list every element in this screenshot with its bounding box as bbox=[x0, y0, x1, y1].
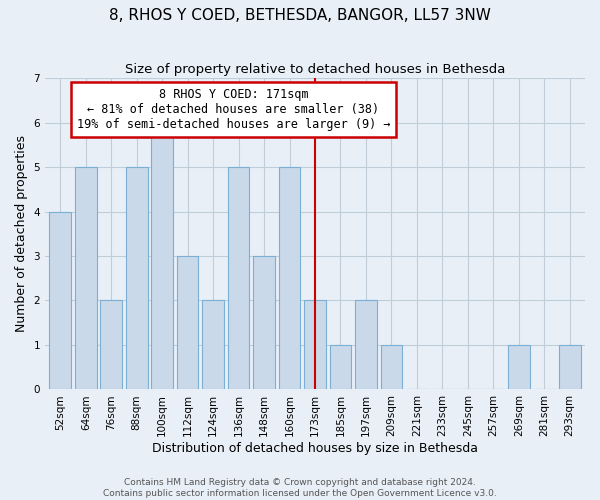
Bar bbox=[177, 256, 199, 390]
Y-axis label: Number of detached properties: Number of detached properties bbox=[15, 136, 28, 332]
Bar bbox=[355, 300, 377, 390]
Bar bbox=[202, 300, 224, 390]
Bar bbox=[126, 167, 148, 390]
Bar bbox=[279, 167, 301, 390]
X-axis label: Distribution of detached houses by size in Bethesda: Distribution of detached houses by size … bbox=[152, 442, 478, 455]
Bar bbox=[508, 345, 530, 390]
Text: Contains HM Land Registry data © Crown copyright and database right 2024.
Contai: Contains HM Land Registry data © Crown c… bbox=[103, 478, 497, 498]
Bar bbox=[329, 345, 352, 390]
Text: 8, RHOS Y COED, BETHESDA, BANGOR, LL57 3NW: 8, RHOS Y COED, BETHESDA, BANGOR, LL57 3… bbox=[109, 8, 491, 22]
Bar bbox=[100, 300, 122, 390]
Bar bbox=[49, 212, 71, 390]
Bar bbox=[253, 256, 275, 390]
Text: 8 RHOS Y COED: 171sqm
← 81% of detached houses are smaller (38)
19% of semi-deta: 8 RHOS Y COED: 171sqm ← 81% of detached … bbox=[77, 88, 390, 131]
Bar bbox=[559, 345, 581, 390]
Bar bbox=[380, 345, 402, 390]
Bar bbox=[151, 122, 173, 390]
Title: Size of property relative to detached houses in Bethesda: Size of property relative to detached ho… bbox=[125, 62, 505, 76]
Bar bbox=[304, 300, 326, 390]
Bar bbox=[75, 167, 97, 390]
Bar bbox=[228, 167, 250, 390]
